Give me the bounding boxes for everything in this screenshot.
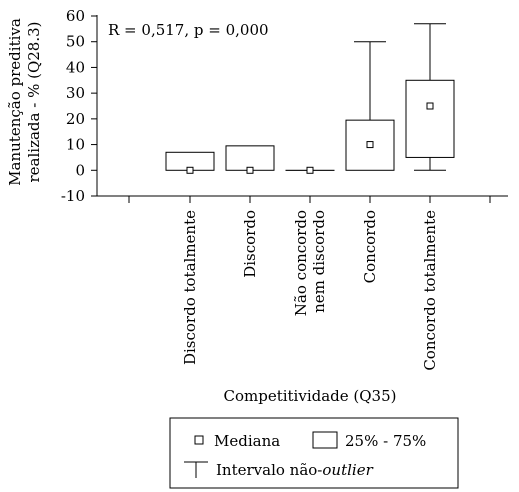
boxes [165,23,455,174]
legend-frame [169,417,459,489]
y-axis-label-line-2: realizada - % (Q28.3) [25,21,43,182]
legend-whisker-label-italic: outlier [322,461,373,479]
box-group [345,41,395,171]
y-tick-label: 50 [66,33,85,51]
y-tick-label: 30 [66,84,85,102]
iqr-box [225,145,275,171]
x-tick-label: Discordo totalmente [181,210,199,365]
median-marker [306,166,314,174]
legend-median-marker [194,435,204,445]
y-axis-label-line-1: Manutenção preditiva [6,18,24,186]
y-tick-label: -10 [61,187,85,205]
y-axis-label: Manutenção preditiva [6,18,24,186]
median-marker [366,141,374,149]
y-axis-label-2: realizada - % (Q28.3) [25,21,43,182]
x-tick-label: Discordo [241,210,259,278]
x-ticks [128,196,491,203]
legend-whisker-label-prefix: Intervalo não- [216,461,322,479]
correlation-annotation: R = 0,517, p = 0,000 [108,21,269,39]
y-ticks: -10 0 10 20 30 40 50 60 [61,7,97,205]
x-axis-title: Competitividade (Q35) [223,387,396,405]
box-group [285,166,335,174]
box-group [165,151,215,174]
y-tick-label: 40 [66,58,85,76]
y-tick-label: 60 [66,7,85,25]
x-tick-labels: Discordo totalmente Discordo Não concordo n… [181,210,439,371]
median-marker [186,166,194,174]
y-tick-label: 20 [66,110,85,128]
legend: Mediana 25% - 75% Intervalo não-outlier [169,417,459,489]
y-tick-label: 0 [75,161,85,179]
legend-box-label: 25% - 75% [345,432,426,450]
x-tick-label: Concordo totalmente [421,210,439,371]
iqr-box [405,79,455,158]
legend-median-label: Mediana [214,432,280,450]
x-tick-label: Não concordo [292,210,310,316]
median-marker [426,102,434,110]
legend-whisker-label: Intervalo não-outlier [216,461,374,479]
box-group [225,145,275,174]
x-tick-label: nem discordo [310,210,328,313]
y-tick-label: 10 [66,136,85,154]
median-marker [246,166,254,174]
x-tick-label: Concordo [361,210,379,283]
legend-box-marker [312,431,338,449]
box-group [405,23,455,171]
